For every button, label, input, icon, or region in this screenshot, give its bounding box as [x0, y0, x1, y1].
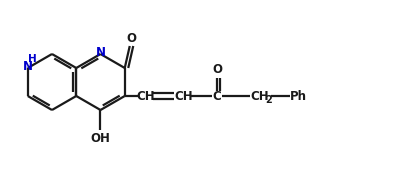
Text: 2: 2 [266, 95, 272, 105]
Text: C: C [212, 90, 221, 103]
Text: N: N [23, 59, 33, 72]
Text: O: O [213, 62, 223, 76]
Text: OH: OH [90, 132, 110, 144]
Text: N: N [95, 45, 105, 59]
Text: H: H [28, 54, 37, 64]
Text: Ph: Ph [290, 90, 307, 103]
Text: O: O [127, 32, 137, 45]
Text: CH: CH [136, 90, 155, 103]
Text: CH: CH [174, 90, 193, 103]
Text: CH: CH [250, 90, 269, 103]
